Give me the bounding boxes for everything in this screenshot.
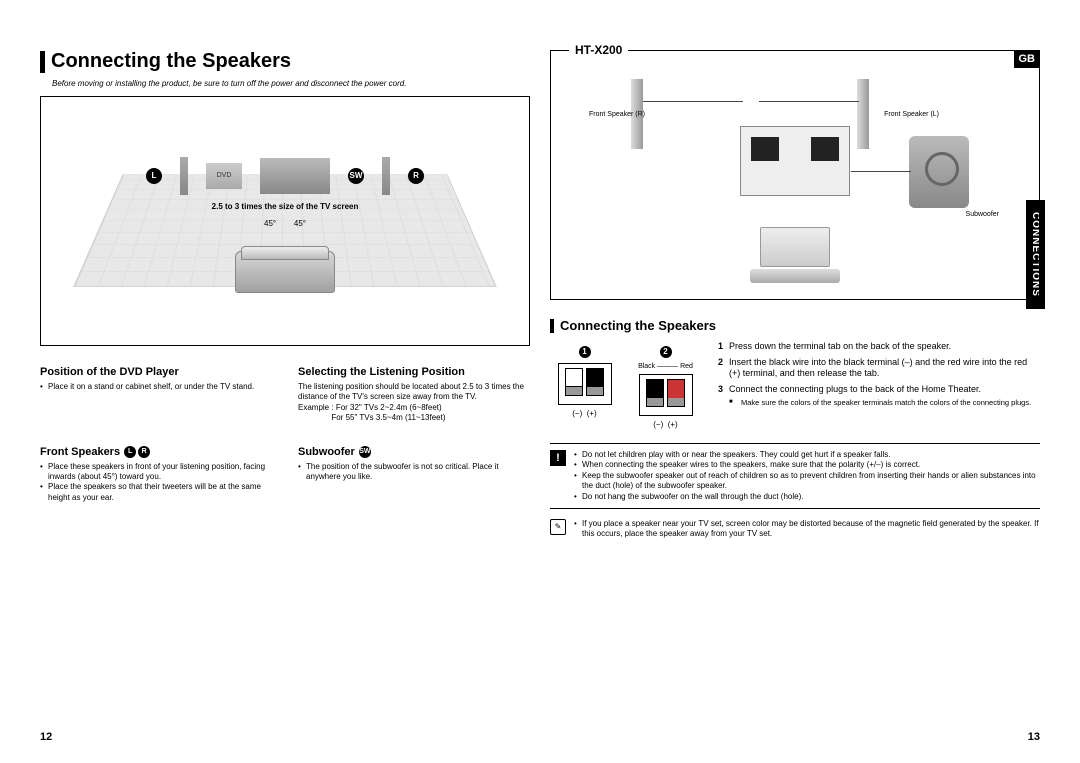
page-number-right: 13 <box>1028 731 1040 743</box>
listening-examples: Example : For 32" TVs 2~2.4m (6~8feet) F… <box>298 403 530 424</box>
label-sw-icon: SW <box>348 168 364 184</box>
wire-icon <box>759 101 859 102</box>
wire-labels: Black ——— Red <box>631 363 700 370</box>
example-1: For 32" TVs 2~2.4m (6~8feet) <box>336 403 442 412</box>
info-columns-top: Position of the DVD Player Place it on a… <box>40 366 530 424</box>
title-bar-icon <box>40 51 45 73</box>
dvd-position-title: Position of the DVD Player <box>40 366 272 378</box>
step-list: 1Press down the terminal tab on the back… <box>718 341 1040 429</box>
page-title: Connecting the Speakers <box>51 50 291 73</box>
step-2-icon: 2 <box>660 346 672 358</box>
front-title-text: Front Speakers <box>40 446 120 458</box>
label-front-l: Front Speaker (L) <box>884 111 939 118</box>
model-label: HT-X200 <box>569 43 628 57</box>
angle-right: 45° <box>294 219 306 228</box>
tip-list: If you place a speaker near your TV set,… <box>574 519 1040 540</box>
positioning-diagram: L DVD SW R 2.5 to 3 times the size of th… <box>40 96 530 346</box>
front-speaker-left-icon <box>180 157 188 195</box>
rear-panel-icon <box>740 126 850 196</box>
warn-3: Keep the subwoofer speaker out of reach … <box>574 471 1040 492</box>
connect-title: Connecting the Speakers <box>560 318 716 333</box>
sub-bullet-1: The position of the subwoofer is not so … <box>298 462 530 483</box>
example-label: Example : <box>298 403 334 412</box>
page-12: Connecting the Speakers Before moving or… <box>40 50 530 743</box>
dvd-player-icon: DVD <box>206 163 242 189</box>
badge-r-icon: R <box>138 446 150 458</box>
tip-1: If you place a speaker near your TV set,… <box>574 519 1040 540</box>
wiring-diagram: HT-X200 Front Speaker (R) Front Speaker … <box>550 50 1040 300</box>
tower-speaker-l-icon <box>857 79 869 149</box>
title-row: Connecting the Speakers <box>40 50 530 73</box>
polarity-2: (−) (+) <box>631 420 700 429</box>
main-unit-icon <box>740 227 850 287</box>
terminal-group-2: 2 Black ——— Red (−) (+) <box>631 341 700 429</box>
step-note: Make sure the colors of the speaker term… <box>729 398 1031 408</box>
front-speakers-title: Front Speakers LR <box>40 446 272 458</box>
dvd-bullets: Place it on a stand or cabinet shelf, or… <box>40 382 272 392</box>
label-front-r: Front Speaker (R) <box>589 111 645 118</box>
angle-labels: 45° 45° <box>41 219 529 228</box>
warning-list: Do not let children play with or near th… <box>574 450 1040 502</box>
terminal-group-1: 1 (−) (+) <box>550 341 619 429</box>
step-1: 1Press down the terminal tab on the back… <box>718 341 1040 353</box>
dvd-bullet-1: Place it on a stand or cabinet shelf, or… <box>40 382 272 392</box>
polarity-1: (−) (+) <box>550 409 619 418</box>
tv-icon <box>260 158 330 194</box>
safety-note: Before moving or installing the product,… <box>52 79 530 88</box>
listening-title: Selecting the Listening Position <box>298 366 530 378</box>
front-bullet-1: Place these speakers in front of your li… <box>40 462 272 483</box>
page-13: GB CONNECTIONS HT-X200 Front Speaker (R)… <box>550 50 1040 743</box>
label-r-icon: R <box>408 168 424 184</box>
front-bullets: Place these speakers in front of your li… <box>40 462 272 504</box>
sub-bullets: The position of the subwoofer is not so … <box>298 462 530 483</box>
subtitle-bar-icon <box>550 319 554 333</box>
terminal-box-1-icon <box>558 363 612 405</box>
angle-left: 45° <box>264 219 276 228</box>
sofa-icon <box>235 251 335 293</box>
page-number-left: 12 <box>40 731 52 743</box>
wire-icon <box>851 171 911 172</box>
label-l-icon: L <box>146 168 162 184</box>
sub-title-text: Subwoofer <box>298 446 355 458</box>
badge-sw-icon: SW <box>359 446 371 458</box>
connect-content: 1 (−) (+) 2 Black ——— Red <box>550 341 1040 429</box>
warning-icon: ! <box>550 450 566 466</box>
front-bullet-2: Place the speakers so that their tweeter… <box>40 482 272 503</box>
warning-box: ! Do not let children play with or near … <box>550 443 1040 509</box>
tv-distance-label: 2.5 to 3 times the size of the TV screen <box>41 202 529 211</box>
tip-box: ✎ If you place a speaker near your TV se… <box>550 519 1040 540</box>
warn-2: When connecting the speaker wires to the… <box>574 460 1040 470</box>
warn-4: Do not hang the subwoofer on the wall th… <box>574 492 1040 502</box>
listening-text: The listening position should be located… <box>298 382 530 403</box>
example-2: For 55" TVs 3.5~4m (11~13feet) <box>331 413 445 422</box>
label-subwoofer: Subwoofer <box>966 211 999 218</box>
speaker-row: L DVD SW R <box>41 157 529 195</box>
wire-icon <box>643 101 743 102</box>
info-columns-bottom: Front Speakers LR Place these speakers i… <box>40 446 530 504</box>
terminal-box-2-icon <box>639 374 693 416</box>
badge-l-icon: L <box>124 446 136 458</box>
terminal-diagrams: 1 (−) (+) 2 Black ——— Red <box>550 341 700 429</box>
step-3: 3 Connect the connecting plugs to the ba… <box>718 384 1040 407</box>
subwoofer-icon <box>909 136 969 208</box>
front-speaker-right-icon <box>382 157 390 195</box>
step-2: 2Insert the black wire into the black te… <box>718 357 1040 380</box>
subwoofer-title: Subwoofer SW <box>298 446 530 458</box>
tip-icon: ✎ <box>550 519 566 535</box>
warn-1: Do not let children play with or near th… <box>574 450 1040 460</box>
step-1-icon: 1 <box>579 346 591 358</box>
connect-title-row: Connecting the Speakers <box>550 318 1040 333</box>
